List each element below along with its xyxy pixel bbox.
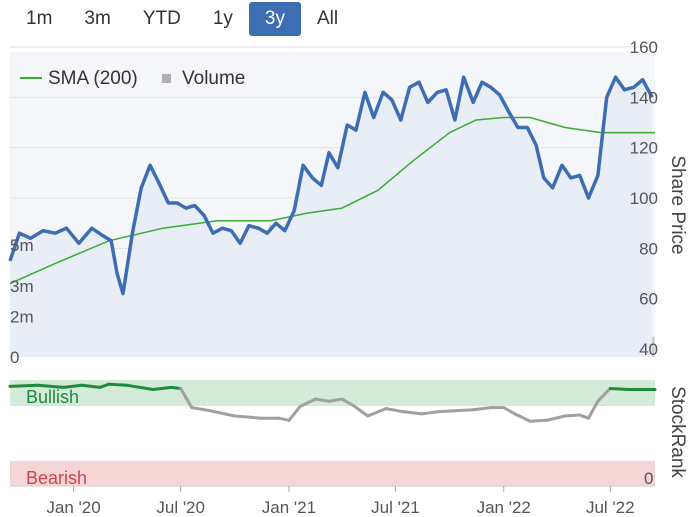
volume-tick-label: 3m [10, 277, 34, 296]
volume-tick-label: 0 [10, 348, 19, 367]
stockrank-segment [453, 408, 475, 413]
stockrank-segment [151, 385, 173, 391]
stockrank-segment [545, 414, 567, 422]
volume-tick-label: 2m [10, 307, 34, 326]
stockrank-segment [169, 385, 183, 390]
price-axis-title: Share Price [667, 155, 688, 254]
stockrank-segment [502, 406, 517, 416]
price-tick-label: 100 [630, 189, 658, 208]
stockrank-segment [98, 382, 111, 389]
stockrank-segment [420, 410, 439, 416]
price-tick-label: 140 [630, 88, 658, 107]
stockrank-segment [208, 409, 237, 418]
x-tick-label: Jan '20 [46, 498, 100, 517]
stockrank-segment [340, 397, 355, 407]
bearish-band [10, 461, 655, 486]
stockrank-segment [313, 397, 331, 403]
stockrank-segment [62, 383, 84, 389]
stockrank-segment [596, 387, 612, 403]
stockrank-segment [513, 412, 532, 423]
sma-line [9, 116, 655, 285]
stockrank-segment [384, 407, 406, 414]
x-axis: Jan '20 Jul '20 Jan '21 Jul '21 Jan '22 Jul '… [10, 485, 655, 517]
stockrank-segment [471, 406, 493, 412]
stockrank-segment [287, 405, 302, 422]
stockrank-segment [351, 403, 370, 418]
x-tick-label: Jul '20 [156, 498, 205, 517]
stockrank-segment [125, 383, 155, 391]
volume-legend-swatch [162, 74, 171, 83]
stockrank-segment [179, 387, 194, 410]
stockrank-segment [107, 382, 129, 387]
stockrank-segment [327, 397, 344, 403]
x-tick-label: Jul '22 [586, 498, 635, 517]
stockrank-segment [80, 383, 102, 389]
stockrank-segment [587, 399, 600, 420]
price-tick-label: 80 [639, 239, 658, 258]
stockrank-segment [366, 407, 388, 418]
range-1m-button[interactable]: 1m [26, 8, 53, 29]
stockrank-segment [277, 416, 291, 422]
stockrank-panel: Bullish Bearish 0 StockRank [8, 378, 688, 488]
x-tick-label: Jul '21 [371, 498, 420, 517]
stockrank-segment [435, 409, 457, 414]
range-3m-button[interactable]: 3m [84, 8, 111, 29]
x-tick-label: Jan '21 [262, 498, 316, 517]
range-all-button[interactable]: All [316, 8, 339, 29]
range-1y-button[interactable]: 1y [212, 8, 233, 29]
volume-tick-label: 5m [10, 236, 34, 255]
x-tick-label: Jan '22 [477, 498, 531, 517]
stockrank-segment [298, 397, 317, 408]
price-panel: 40 60 80 100 120 140 160 0 2m 3m 5m SMA (200) Vol… [8, 38, 688, 367]
price-tick-label: 60 [639, 290, 658, 309]
range-selector: 1m 3m YTD 1y 3y All [10, 2, 354, 38]
stockrank-segment [528, 418, 549, 423]
bearish-label: Bearish [26, 468, 87, 488]
stockrank-axis-title: StockRank [667, 386, 688, 478]
stockrank-segment [608, 387, 630, 391]
volume-legend-label: Volume [182, 68, 245, 89]
legend: SMA (200) Volume [20, 68, 245, 89]
volume-axis-ticks: 0 2m 3m 5m [10, 236, 34, 367]
stockrank-zero-label: 0 [644, 469, 653, 488]
bullish-label: Bullish [26, 387, 79, 407]
stockrank-segment [233, 414, 263, 420]
price-tick-label: 40 [639, 340, 658, 359]
stockrank-segment [578, 413, 590, 420]
price-area-fill [10, 77, 653, 357]
stockrank-segment [8, 383, 40, 388]
price-axis-ticks: 40 60 80 100 120 140 160 [630, 38, 658, 359]
stockrank-line [8, 382, 657, 423]
stockrank-segment [402, 410, 424, 416]
price-tick-label: 120 [630, 139, 658, 158]
sma-legend-label: SMA (200) [48, 68, 138, 89]
stockrank-segment [36, 383, 66, 389]
volume-bar [651, 336, 655, 357]
stockrank-segment [190, 406, 212, 413]
range-ytd-button[interactable]: YTD [142, 8, 181, 29]
range-3y-button[interactable]: 3y [248, 2, 301, 36]
stockrank-segment [563, 413, 582, 418]
price-line [8, 75, 654, 296]
price-tick-label: 160 [630, 38, 658, 57]
